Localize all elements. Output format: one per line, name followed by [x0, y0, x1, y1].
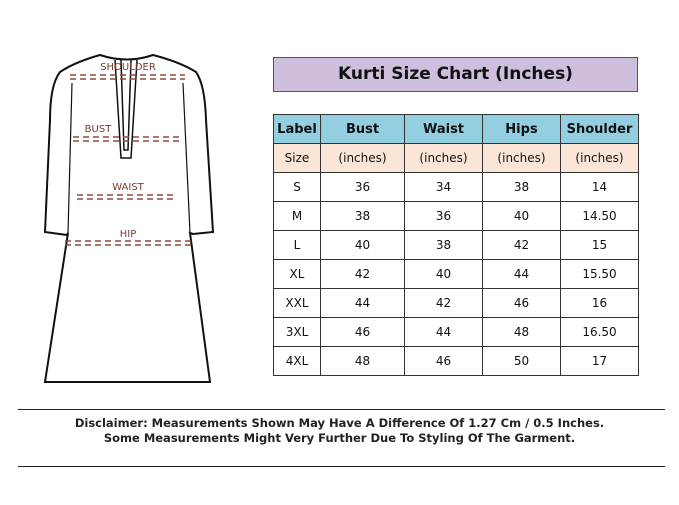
table-cell: 42 — [482, 230, 561, 260]
table-cell: S — [273, 172, 321, 202]
table-cell: 44 — [404, 317, 483, 347]
table-cell: Shoulder — [560, 114, 639, 144]
table-cell: 17 — [560, 346, 639, 376]
table-cell: 15.50 — [560, 259, 639, 289]
table-row: 4XL 48 46 50 17 — [273, 346, 639, 376]
disclaimer-line-1: Disclaimer: Measurements Shown May Have … — [74, 416, 605, 430]
table-cell: Hips — [482, 114, 561, 144]
table-cell: Bust — [320, 114, 405, 144]
label-bust: BUST — [85, 124, 113, 135]
kurti-outline — [43, 53, 215, 383]
table-cell: 16 — [560, 288, 639, 318]
table-cell: 42 — [320, 259, 405, 289]
unit-row: Size (inches) (inches) (inches) (inches) — [273, 143, 639, 173]
size-table: Label Bust Waist Hips Shoulder Size (inches) (i… — [273, 114, 639, 376]
table-cell: 46 — [482, 288, 561, 318]
table-cell: XL — [273, 259, 321, 289]
table-cell: 42 — [404, 288, 483, 318]
divider-bottom — [18, 466, 665, 467]
label-hip: HIP — [120, 229, 137, 240]
table-cell: 48 — [320, 346, 405, 376]
table-cell: 46 — [320, 317, 405, 347]
table-cell: 44 — [320, 288, 405, 318]
table-cell: 3XL — [273, 317, 321, 347]
disclaimer-line-2: Some Measurements Might Very Further Due… — [103, 431, 576, 445]
table-cell: 38 — [320, 201, 405, 231]
table-cell: 50 — [482, 346, 561, 376]
kurti-diagram: SHOULDER BUST WAIST HIP — [43, 53, 215, 383]
table-cell: 44 — [482, 259, 561, 289]
table-cell: 40 — [482, 201, 561, 231]
divider-top — [18, 409, 665, 410]
table-cell: Label — [273, 114, 321, 144]
table-cell: 4XL — [273, 346, 321, 376]
table-cell: 34 — [404, 172, 483, 202]
table-cell: L — [273, 230, 321, 260]
label-shoulder: SHOULDER — [100, 62, 156, 73]
table-cell: 36 — [404, 201, 483, 231]
table-cell: (inches) — [560, 143, 639, 173]
label-waist: WAIST — [112, 182, 144, 193]
table-cell: 40 — [404, 259, 483, 289]
chart-title: Kurti Size Chart (Inches) — [273, 57, 638, 92]
table-cell: Size — [273, 143, 321, 173]
table-row: 3XL 46 44 48 16.50 — [273, 317, 639, 347]
table-cell: (inches) — [404, 143, 483, 173]
table-cell: 14 — [560, 172, 639, 202]
table-cell: 14.50 — [560, 201, 639, 231]
table-cell: 38 — [404, 230, 483, 260]
table-cell: (inches) — [482, 143, 561, 173]
table-cell: 36 — [320, 172, 405, 202]
table-cell: 38 — [482, 172, 561, 202]
header-row: Label Bust Waist Hips Shoulder — [273, 114, 639, 144]
table-row: XXL 44 42 46 16 — [273, 288, 639, 318]
table-row: M 38 36 40 14.50 — [273, 201, 639, 231]
table-row: XL 42 40 44 15.50 — [273, 259, 639, 289]
measure-lines — [65, 74, 193, 246]
table-row: L 40 38 42 15 — [273, 230, 639, 260]
table-cell: 16.50 — [560, 317, 639, 347]
table-cell: M — [273, 201, 321, 231]
table-cell: 15 — [560, 230, 639, 260]
table-cell: 46 — [404, 346, 483, 376]
table-cell: 40 — [320, 230, 405, 260]
table-cell: 48 — [482, 317, 561, 347]
table-row: S 36 34 38 14 — [273, 172, 639, 202]
table-cell: (inches) — [320, 143, 405, 173]
table-cell: XXL — [273, 288, 321, 318]
table-cell: Waist — [404, 114, 483, 144]
